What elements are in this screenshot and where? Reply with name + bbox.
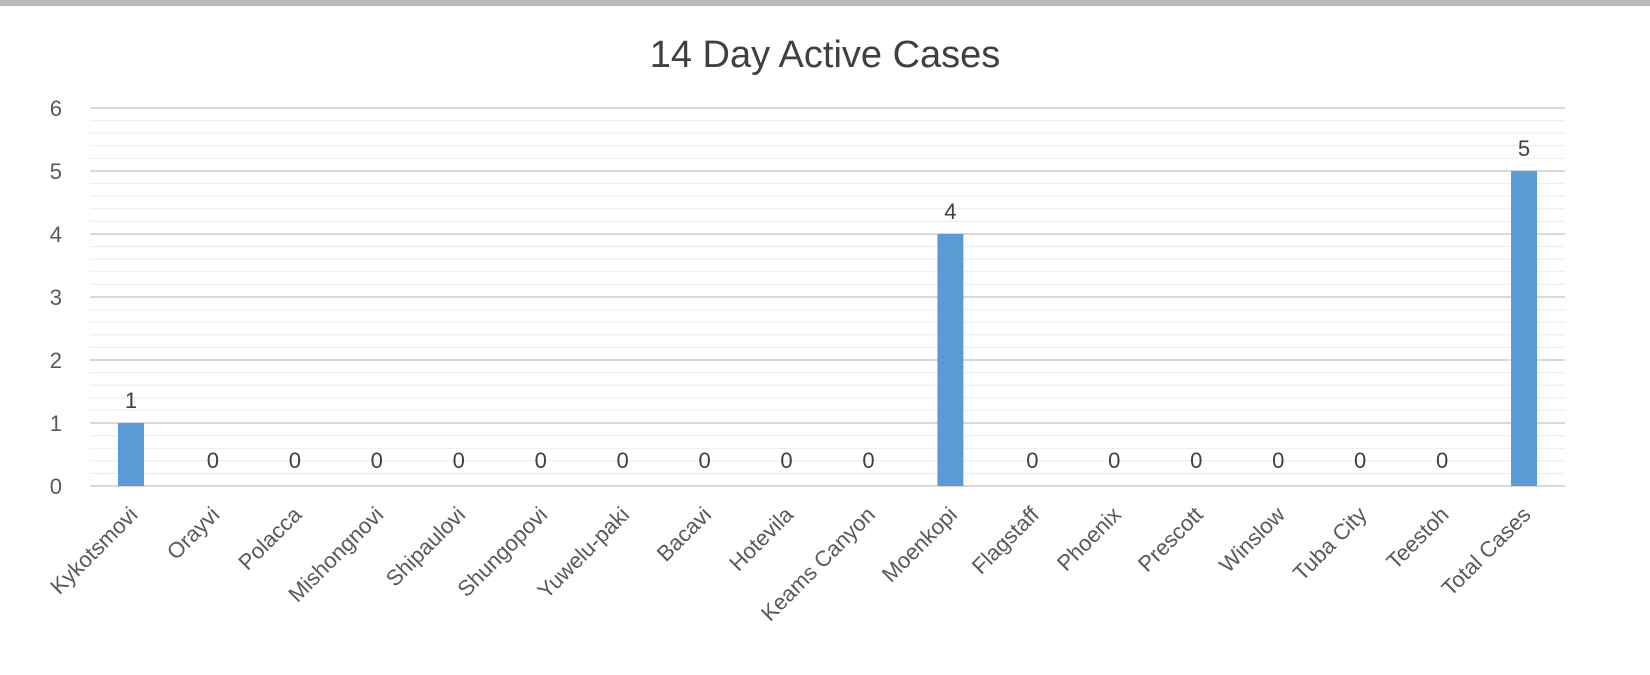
data-label: 0 (289, 448, 301, 473)
bar (117, 423, 144, 486)
data-label: 0 (1272, 448, 1284, 473)
x-tick-label: Teestoh (1381, 502, 1453, 574)
x-tick-label: Polacca (233, 501, 307, 575)
x-tick-label: Phoenix (1052, 502, 1126, 576)
x-tick-label: Shipaulovi (381, 502, 470, 591)
data-label: 0 (1190, 448, 1202, 473)
y-tick-label: 2 (50, 348, 62, 373)
data-label: 0 (207, 448, 219, 473)
data-label: 0 (371, 448, 383, 473)
x-tick-label: Kykotsmovi (45, 502, 142, 599)
data-label: 0 (1354, 448, 1366, 473)
x-tick-label: Bacavi (652, 502, 716, 566)
bar (937, 234, 964, 486)
x-tick-label: Flagstaff (967, 501, 1045, 579)
x-tick-label: Tuba City (1288, 502, 1372, 586)
x-tick-label: Total Cases (1437, 502, 1536, 601)
y-tick-label: 4 (50, 222, 62, 247)
data-label: 5 (1518, 136, 1530, 161)
top-border (0, 0, 1650, 6)
x-tick-label: Moenkopi (877, 502, 962, 587)
y-tick-label: 1 (50, 411, 62, 436)
data-label: 0 (1026, 448, 1038, 473)
data-label: 0 (617, 448, 629, 473)
y-tick-label: 5 (50, 159, 62, 184)
data-label: 0 (1436, 448, 1448, 473)
data-label: 1 (125, 388, 137, 413)
x-tick-label: Orayvi (162, 502, 225, 565)
data-label: 0 (862, 448, 874, 473)
data-label: 0 (1108, 448, 1120, 473)
bar (1511, 171, 1538, 486)
x-tick-label: Prescott (1133, 502, 1208, 577)
y-tick-label: 6 (50, 96, 62, 121)
x-tick-label: Hotevila (724, 501, 798, 575)
y-tick-label: 3 (50, 285, 62, 310)
data-label: 4 (944, 199, 956, 224)
chart-title: 14 Day Active Cases (649, 34, 1001, 76)
data-label: 0 (780, 448, 792, 473)
data-label: 0 (453, 448, 465, 473)
data-label: 0 (698, 448, 710, 473)
x-tick-label: Winslow (1214, 502, 1290, 578)
y-tick-label: 0 (50, 474, 62, 499)
data-label: 0 (535, 448, 547, 473)
